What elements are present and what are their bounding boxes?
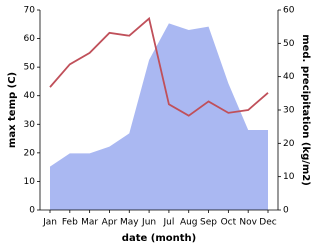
x-tick-label: Sep bbox=[200, 218, 217, 228]
x-tick-label: Jun bbox=[141, 218, 156, 228]
y2-tick-label: 10 bbox=[283, 172, 295, 182]
y-tick-label: 40 bbox=[24, 91, 36, 101]
y-axis-label: max temp (C) bbox=[7, 72, 18, 148]
y2-tick-label: 50 bbox=[283, 39, 295, 49]
x-tick-label: May bbox=[120, 218, 139, 228]
x-tick-label: Aug bbox=[180, 218, 198, 228]
x-tick-label: Apr bbox=[102, 218, 118, 228]
y-tick-label: 60 bbox=[24, 34, 36, 44]
y-tick-label: 10 bbox=[24, 177, 36, 187]
x-tick-label: Mar bbox=[81, 218, 98, 228]
y-tick-label: 20 bbox=[24, 148, 36, 158]
y2-axis-label: med. precipitation (kg/m2) bbox=[300, 34, 311, 186]
x-tick-label: Jan bbox=[42, 218, 57, 228]
y-tick-label: 0 bbox=[29, 206, 35, 216]
x-tick-label: Dec bbox=[259, 218, 276, 228]
x-tick-label: Nov bbox=[239, 218, 257, 228]
y-tick-label: 50 bbox=[24, 63, 36, 73]
x-tick-label: Jul bbox=[162, 218, 174, 228]
y-tick-label: 30 bbox=[24, 120, 36, 130]
y2-tick-label: 0 bbox=[283, 206, 289, 216]
x-tick-label: Oct bbox=[221, 218, 237, 228]
x-axis-label: date (month) bbox=[122, 233, 196, 244]
y2-tick-label: 40 bbox=[283, 72, 295, 82]
x-tick-label: Feb bbox=[62, 218, 78, 228]
precipitation-area bbox=[50, 23, 268, 211]
y2-tick-label: 60 bbox=[283, 6, 295, 16]
y-tick-label: 70 bbox=[24, 6, 36, 16]
y2-tick-label: 30 bbox=[283, 106, 295, 116]
temp-line bbox=[49, 16, 269, 117]
y2-tick-label: 20 bbox=[283, 139, 295, 149]
